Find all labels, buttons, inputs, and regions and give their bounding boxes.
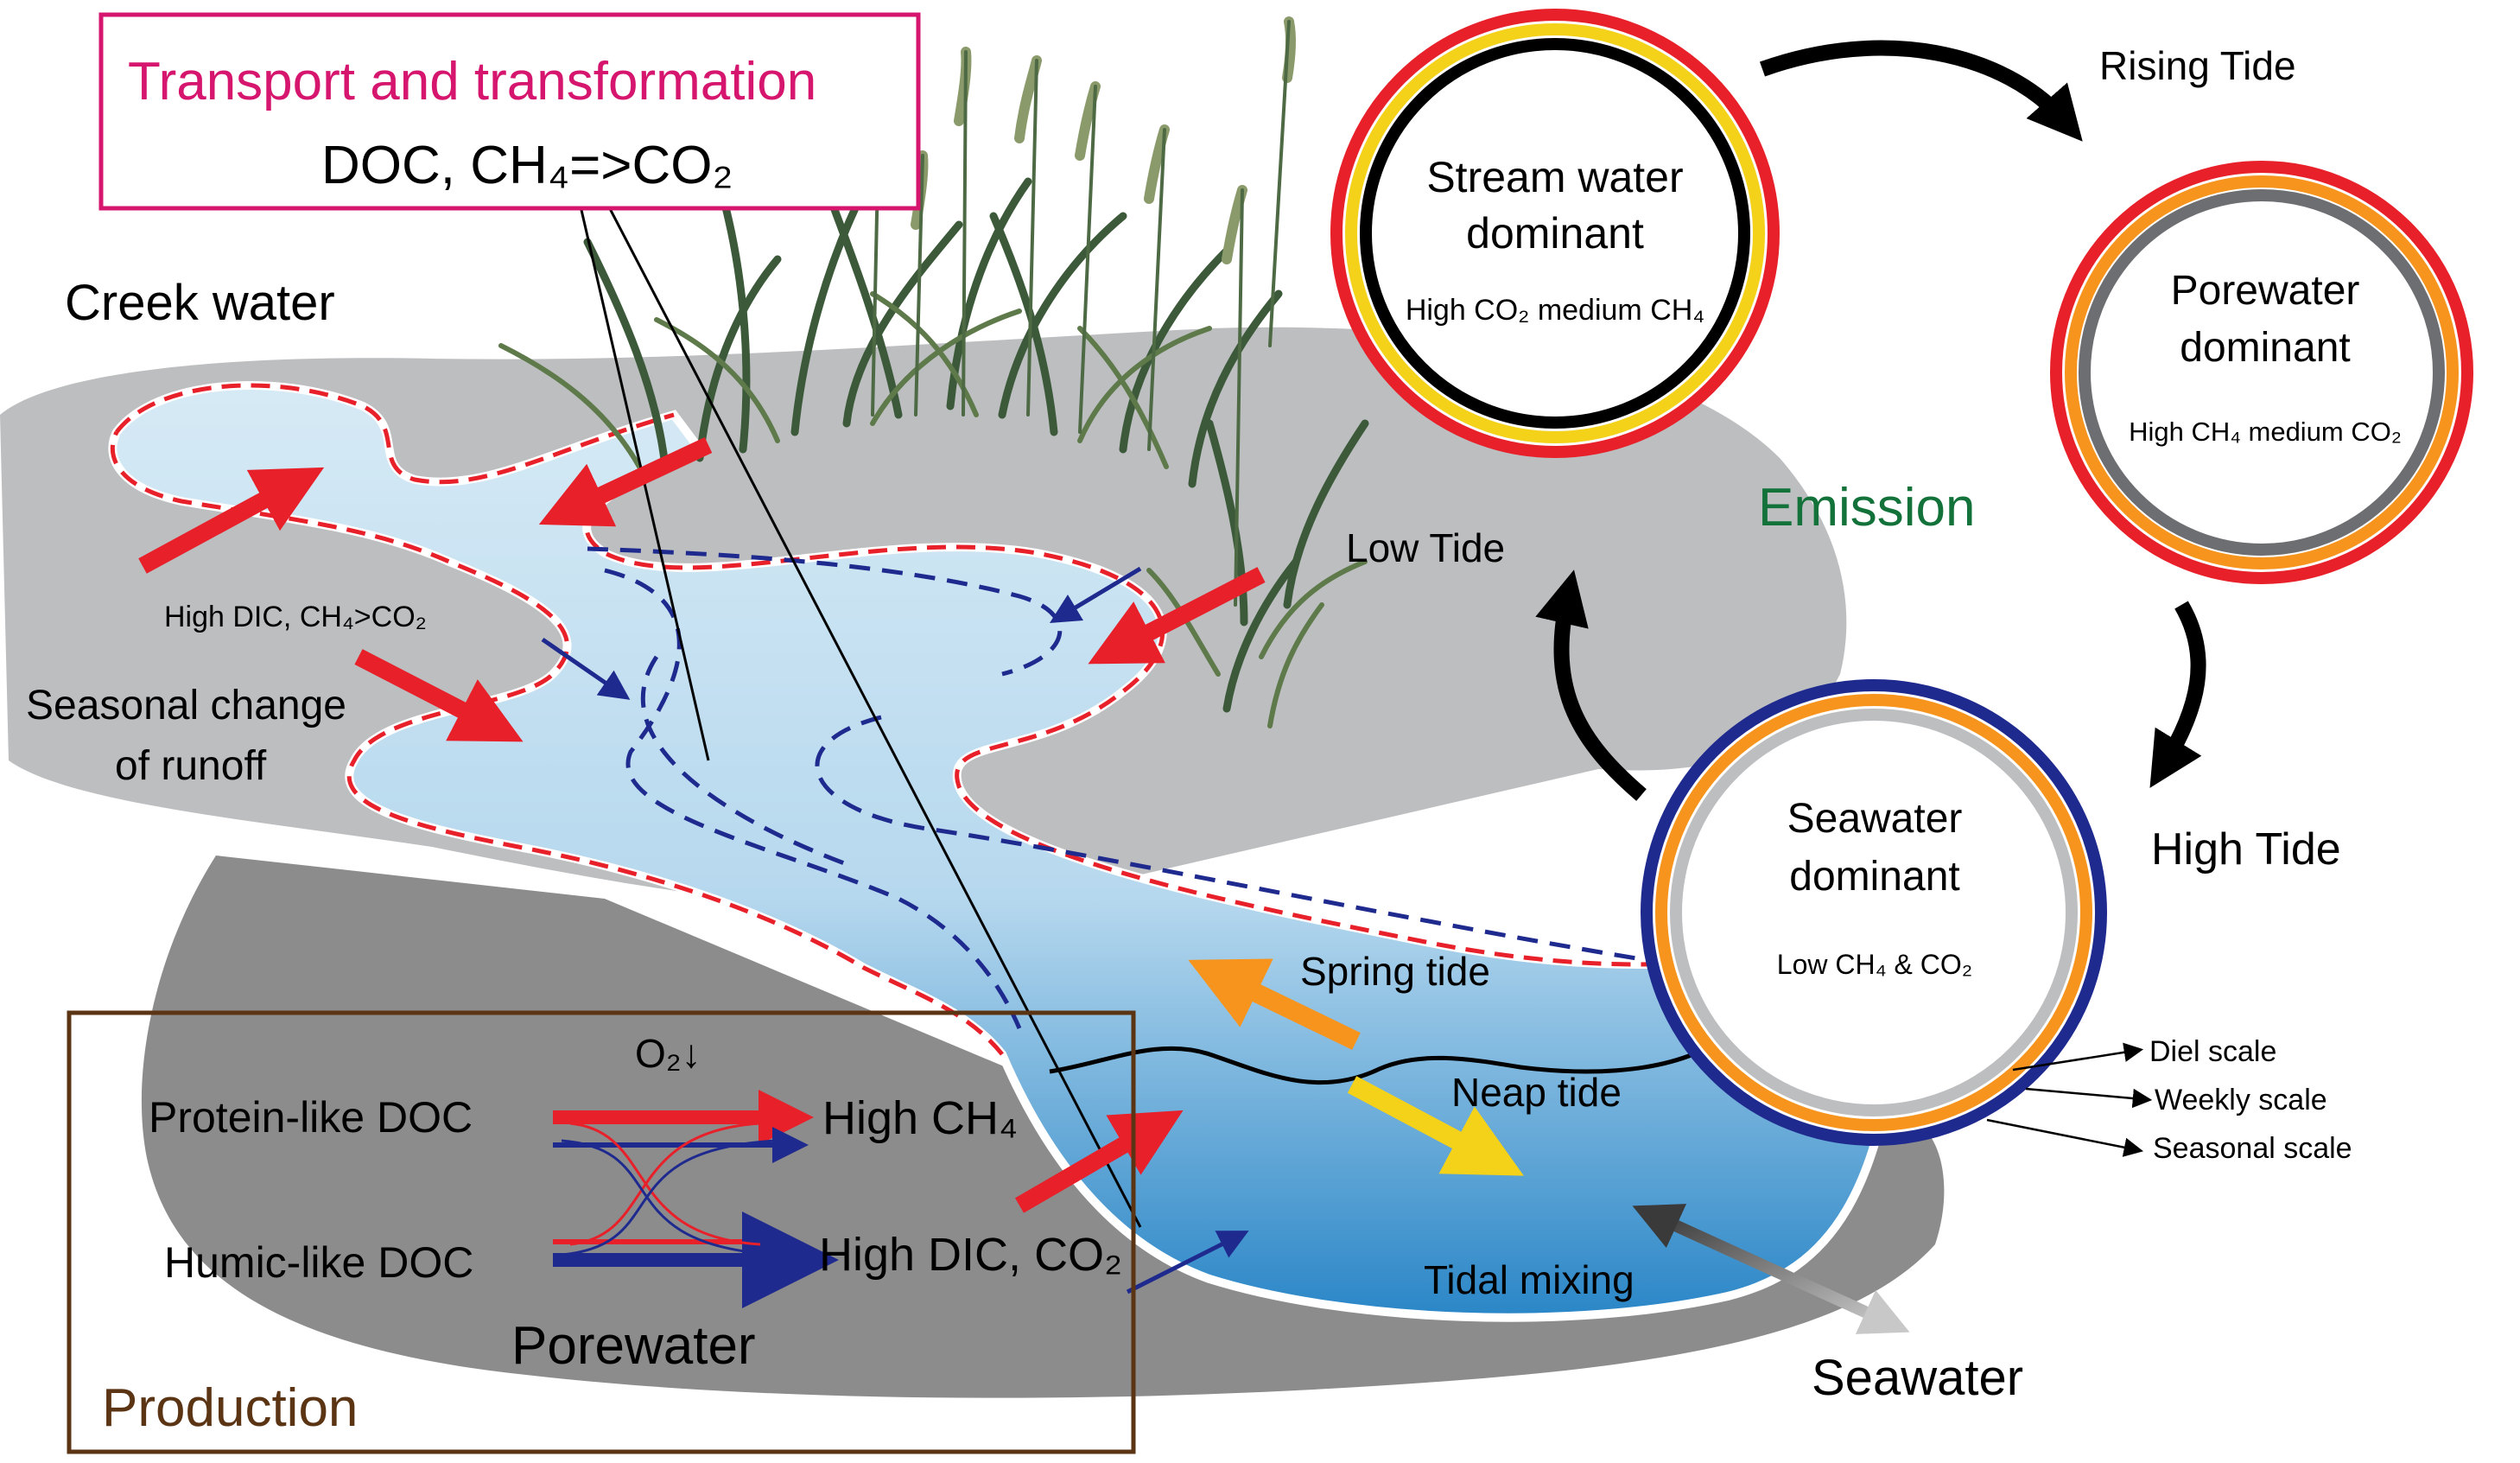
seasonal-scale-label: Seasonal scale [2153,1132,2352,1165]
seasonal-runoff-line2: of runoff [115,743,267,789]
porewater-circle-line2: dominant [2180,325,2350,371]
protein-doc-label: Protein-like DOC [149,1093,473,1142]
production-box [67,1010,1136,1454]
production-flux-arrows [553,1090,839,1308]
weekly-scale-label: Weekly scale [2155,1084,2327,1116]
spring-tide-arrow [1188,958,1361,1050]
seasonal-runoff-line1: Seasonal change [26,683,346,728]
stream-circle-line2: dominant [1466,209,1644,258]
high-tide-label: High Tide [2151,824,2341,875]
tidal-mixing-label: Tidal mixing [1424,1257,1635,1302]
seawater-circle-line2: dominant [1789,854,1959,900]
cycle-arrows [1535,40,2206,801]
neap-tide-label: Neap tide [1451,1070,1622,1115]
high-dic-co2-label: High DIC, CO₂ [819,1229,1122,1281]
neap-tide-arrow [1347,1076,1524,1176]
high-ch4-label: High CH₄ [822,1092,1018,1144]
navy-flux-arrows [541,566,1249,1294]
water-surface-line [1049,1046,1694,1085]
transport-box [98,12,921,211]
porewater-circle-detail: High CH₄ medium CO₂ [2129,417,2402,447]
diel-scale-label: Diel scale [2149,1035,2276,1068]
marsh-grass [498,16,1369,728]
scale-pointers [1986,1042,2153,1157]
creek-water-label: Creek water [65,275,335,331]
porewater-circle-line1: Porewater [2171,268,2360,314]
stream-circle-detail: High CO₂ medium CH₄ [1406,294,1704,327]
stream-water-circle [1330,9,1780,458]
red-flux-arrows [138,436,1266,1213]
transport-title: Transport and transformation [128,52,816,111]
o2-label: O₂↓ [635,1031,701,1076]
seawater-circle [1641,679,2107,1146]
seawater-label: Seawater [1812,1350,2023,1406]
emission-label: Emission [1758,478,1976,537]
porewater-label: Porewater [511,1316,756,1376]
spring-tide-label: Spring tide [1300,949,1490,994]
rising-tide-label: Rising Tide [2099,43,2296,88]
seawater-circle-line1: Seawater [1787,796,1963,842]
low-tide-label: Low Tide [1346,525,1505,570]
production-title: Production [102,1378,358,1438]
humic-doc-label: Humic-like DOC [164,1238,473,1287]
transport-subtitle: DOC, CH₄=>CO₂ [321,136,733,195]
porewater-circle [2050,161,2473,584]
high-dic-label: High DIC, CH₄>CO₂ [164,601,427,633]
seawater-circle-detail: Low CH₄ & CO₂ [1777,949,1972,980]
tidal-mixing-arrow [1632,1204,1910,1334]
stream-circle-line1: Stream water [1426,153,1683,201]
